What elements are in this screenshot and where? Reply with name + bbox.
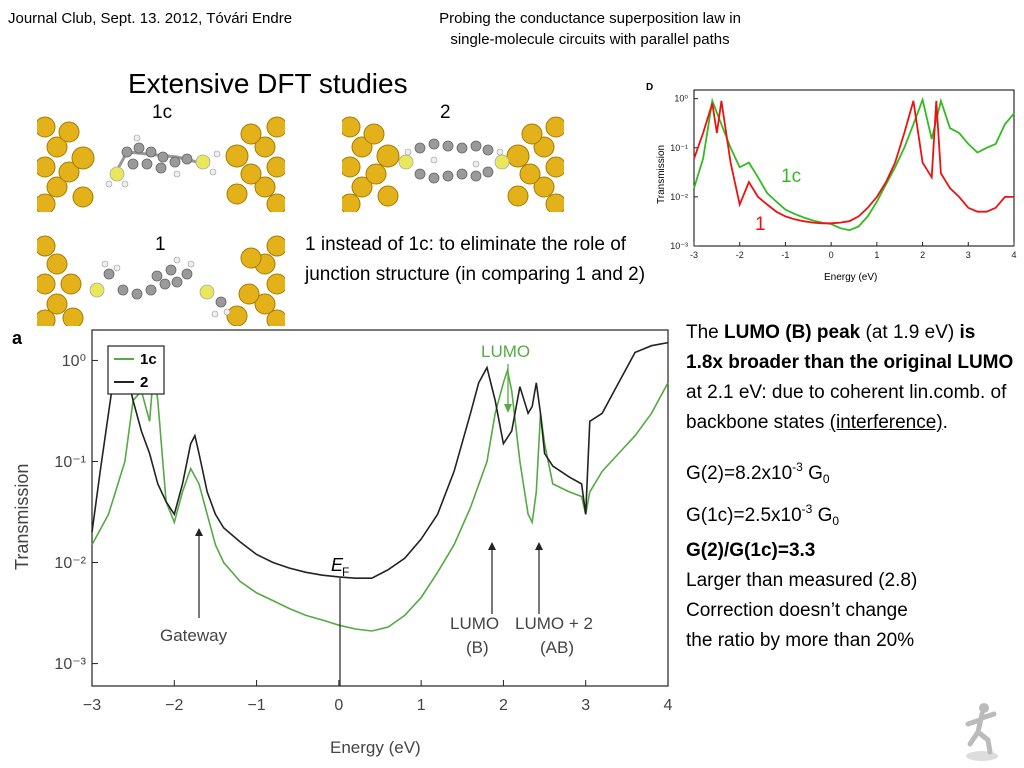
text-broader: is 1.8x broader than the original LUMO [686,322,1014,373]
legend-label-2: 2 [140,374,148,391]
section-title: Extensive DFT studies [128,68,408,99]
chart-panel-a: a Transmission Energy (eV) −3 −2 −1 0 1 2 3 4 1… [12,328,673,757]
y-tick-label: 10⁻² [670,192,688,202]
annotation-lumo2-arrowhead [535,542,543,550]
y-tick-label: 10⁻² [54,555,86,572]
g1c-g: G [812,505,833,526]
text-interference: (interference) [829,412,943,433]
correction-text-2: the ratio by more than 20% [686,630,915,651]
presentation-header: Journal Club, Sept. 13. 2012, Tóvári End… [8,10,293,27]
paper-title-line2: single-molecule circuits with parallel p… [450,31,730,48]
g1c-sub: 0 [832,514,840,528]
series-line-1c [91,367,669,632]
lumo-paragraph: The LUMO (B) peak (at 1.9 eV) is 1.8x br… [686,318,1016,438]
molecule-label-1: 1 [155,234,166,255]
annotation-lumo-top: LUMO [481,342,530,361]
molecule-image-2 [342,112,564,212]
annotation-lumo2-sub: (AB) [540,638,574,657]
g2-exp: -3 [792,460,803,474]
g2-g: G [802,463,823,484]
chart-panel-d: D Transmission Energy (eV) -3 -2 -1 0 1 2 3 4 1… [646,82,1017,283]
annotation-lumo-b-arrowhead [488,542,496,550]
g1c-value: G(1c)=2.5x10-3 G0 [686,494,1016,536]
molecule-image-1c [37,112,285,212]
annotation-gateway-label: Gateway [160,626,228,645]
y-tick-label: 10⁰ [674,94,688,104]
text-period: . [942,412,948,433]
chart-d-annotation-1c: 1c [781,166,801,187]
annotation-lumo2-label: LUMO + 2 [515,614,593,633]
running-figure-icon[interactable] [960,700,1004,762]
chart-a-legend [107,345,165,395]
x-tick-label: 0 [829,250,834,260]
intro-text: 1 instead of 1c: to eliminate the role o… [305,234,646,285]
findings-text: The LUMO (B) peak (at 1.9 eV) is 1.8x br… [686,318,1016,656]
annotation-lumo-b-sub: (B) [466,638,489,657]
larger-text: Larger than measured (2.8) [686,570,918,591]
chart-a-panel-label: a [12,328,23,348]
chart-a-xlabel: Energy (eV) [330,738,421,757]
x-tick-label: 3 [966,250,971,260]
chart-d-xlabel: Energy (eV) [824,272,877,283]
chart-d-ylabel: Transmission [656,145,667,204]
g2-pre: G(2)=8.2x10 [686,463,793,484]
correction-text-1: Correction doesn’t change [686,600,908,621]
x-tick-label: 2 [920,250,925,260]
annotation-lumo-top-arrowhead [504,404,512,413]
text-lumo-b-peak: LUMO (B) peak [724,322,861,343]
x-tick-label: 4 [1011,250,1016,260]
y-tick-label: 10⁻³ [54,656,86,673]
x-tick-label: 1 [417,697,426,714]
y-tick-label: 10⁻¹ [670,143,688,153]
g1c-pre: G(1c)=2.5x10 [686,505,802,526]
fermi-level-label: E [331,555,344,575]
x-tick-label: -3 [690,250,698,260]
x-tick-label: 2 [499,697,508,714]
text-explanation: at 2.1 eV: due to coherent lin.comb. of … [686,382,1007,433]
text-the: The [686,322,725,343]
series-line-1 [693,100,1014,225]
x-tick-label: 3 [581,697,590,714]
paper-title: Probing the conductance superposition la… [380,8,800,50]
chart-d-panel-label: D [646,82,653,93]
x-tick-label: 0 [334,697,343,714]
x-tick-label: 4 [664,697,673,714]
x-tick-label: −3 [83,697,101,714]
legend-label-1c: 1c [140,351,157,368]
ratio-value: G(2)/G(1c)=3.3 [686,536,1016,566]
y-tick-label: 10⁻¹ [54,454,86,471]
fermi-level-subscript: F [342,565,349,579]
annotation-fermi-level: E F [331,555,349,686]
x-tick-label: -2 [736,250,744,260]
chart-d-plot-area [693,89,1015,247]
annotation-lumo-b-label: LUMO [450,614,499,633]
chart-a-plot-area [91,329,669,687]
y-tick-label: 10⁰ [62,353,86,370]
paper-title-line1: Probing the conductance superposition la… [439,10,741,27]
molecule-label-1c: 1c [152,102,173,123]
series-line-2 [91,341,669,579]
chart-a-ylabel: Transmission [12,464,32,570]
x-tick-label: −2 [165,697,183,714]
molecule-image-1 [37,234,285,326]
y-tick-label: 10⁻³ [670,241,688,251]
annotation-gateway-arrowhead [195,528,203,536]
x-tick-label: −1 [247,697,265,714]
ratio-text: G(2)/G(1c)=3.3 [686,540,816,561]
chart-d-annotation-1: 1 [755,214,766,235]
x-tick-label: -1 [781,250,789,260]
molecule-label-2: 2 [440,102,451,123]
text-at: (at 1.9 eV) [860,322,960,343]
g2-sub: 0 [822,472,830,486]
x-tick-label: 1 [874,250,879,260]
g2-value: G(2)=8.2x10-3 G0 [686,452,1016,494]
series-line-1c [693,96,1015,232]
g1c-exp: -3 [801,502,813,516]
